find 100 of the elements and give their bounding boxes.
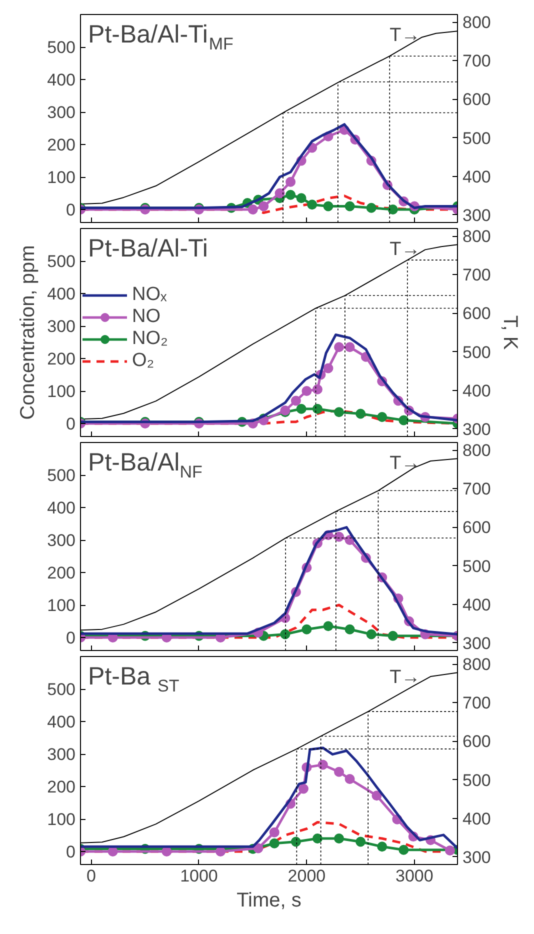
legend-label: NO₂ [132,328,168,350]
y2-tick-label: 500 [462,556,491,576]
y2-tick-label: 400 [462,381,491,400]
point [366,629,376,640]
y2-axis-title: T, K [498,315,521,350]
point [258,201,269,212]
point [290,836,301,847]
point [377,842,388,852]
point [444,846,455,856]
chart-title: Pt-Ba ST [88,662,180,696]
point [366,202,376,213]
y-tick-label: 400 [47,70,76,90]
point [162,846,172,856]
y2-tick-label: 800 [462,655,491,674]
y2-tick-label: 300 [462,420,491,439]
y-tick-label: 100 [47,382,76,401]
point [296,404,306,414]
annotation: T→ [390,24,420,46]
y-tick-label: 200 [47,350,76,368]
y-tick-label: 200 [47,564,76,582]
y2-tick-label: 700 [462,694,491,713]
y2-tick-label: 400 [462,595,491,614]
point [318,760,328,770]
y-tick-label: 400 [47,498,76,518]
point [253,843,264,854]
y2-tick-label: 600 [462,518,491,538]
x-tick-label: 2000 [288,866,326,886]
point [323,201,334,212]
point [274,188,285,198]
y2-tick-label: 600 [462,90,491,110]
annotation: T→ [390,452,420,474]
point [334,766,344,777]
y-tick-label: 0 [66,414,76,434]
legend-label: NO [132,306,160,328]
y2-tick-label: 300 [462,634,491,653]
point [269,838,280,848]
x-axis-title: Time, s [236,890,302,912]
x-tick-label: 3000 [396,866,434,886]
y-tick-label: 300 [47,745,76,764]
point [344,342,355,352]
x-tick-label: 1000 [180,866,218,886]
y-tick-label: 100 [47,168,76,187]
point [286,176,296,187]
point [108,846,118,856]
y-tick-label: 500 [47,680,76,699]
y-tick-label: 200 [47,778,76,796]
y-tick-label: 0 [66,628,76,648]
point [344,624,355,634]
y2-tick-label: 400 [462,809,491,828]
point [398,415,409,426]
point [269,827,280,838]
y2-tick-label: 500 [462,128,491,148]
y-tick-label: 100 [47,810,76,829]
y2-tick-label: 600 [462,304,491,324]
y-tick-label: 400 [47,712,76,732]
point [323,363,334,374]
point [388,204,398,214]
y-tick-label: 300 [47,531,76,550]
y-tick-label: 100 [47,596,76,615]
y-axis-title: Concentration, ppm [17,245,40,420]
y2-tick-label: 700 [462,266,491,285]
y2-tick-label: 300 [462,206,491,225]
point [372,790,382,801]
point [398,844,409,855]
point [302,624,312,634]
y-tick-label: 300 [47,103,76,122]
point [248,204,258,214]
point [312,404,322,414]
point [312,834,322,844]
point [334,407,344,418]
legend-label: NOₓ [132,284,167,306]
point [298,784,308,794]
legend-label: O₂ [132,350,154,372]
point [290,396,301,406]
y-tick-label: 0 [66,200,76,220]
x-tick-label: 0 [86,866,96,886]
point [296,193,306,204]
y2-tick-label: 800 [462,441,491,460]
y-tick-label: 500 [47,466,76,485]
y2-tick-label: 400 [462,167,491,186]
y-tick-label: 200 [47,136,76,154]
annotation: T→ [390,666,420,688]
point [356,408,366,419]
y2-tick-label: 600 [462,732,491,752]
point [307,200,318,210]
y-tick-label: 0 [66,842,76,862]
y2-tick-label: 500 [462,342,491,362]
y-tick-label: 300 [47,317,76,336]
y2-tick-label: 500 [462,770,491,790]
point [323,621,334,632]
point [344,774,355,784]
y2-tick-label: 300 [462,848,491,867]
point [334,834,344,844]
y2-tick-label: 800 [462,227,491,246]
y2-tick-label: 700 [462,480,491,499]
point [344,201,355,212]
point [216,846,226,856]
point [377,412,388,422]
point [286,190,296,200]
point [334,342,344,352]
